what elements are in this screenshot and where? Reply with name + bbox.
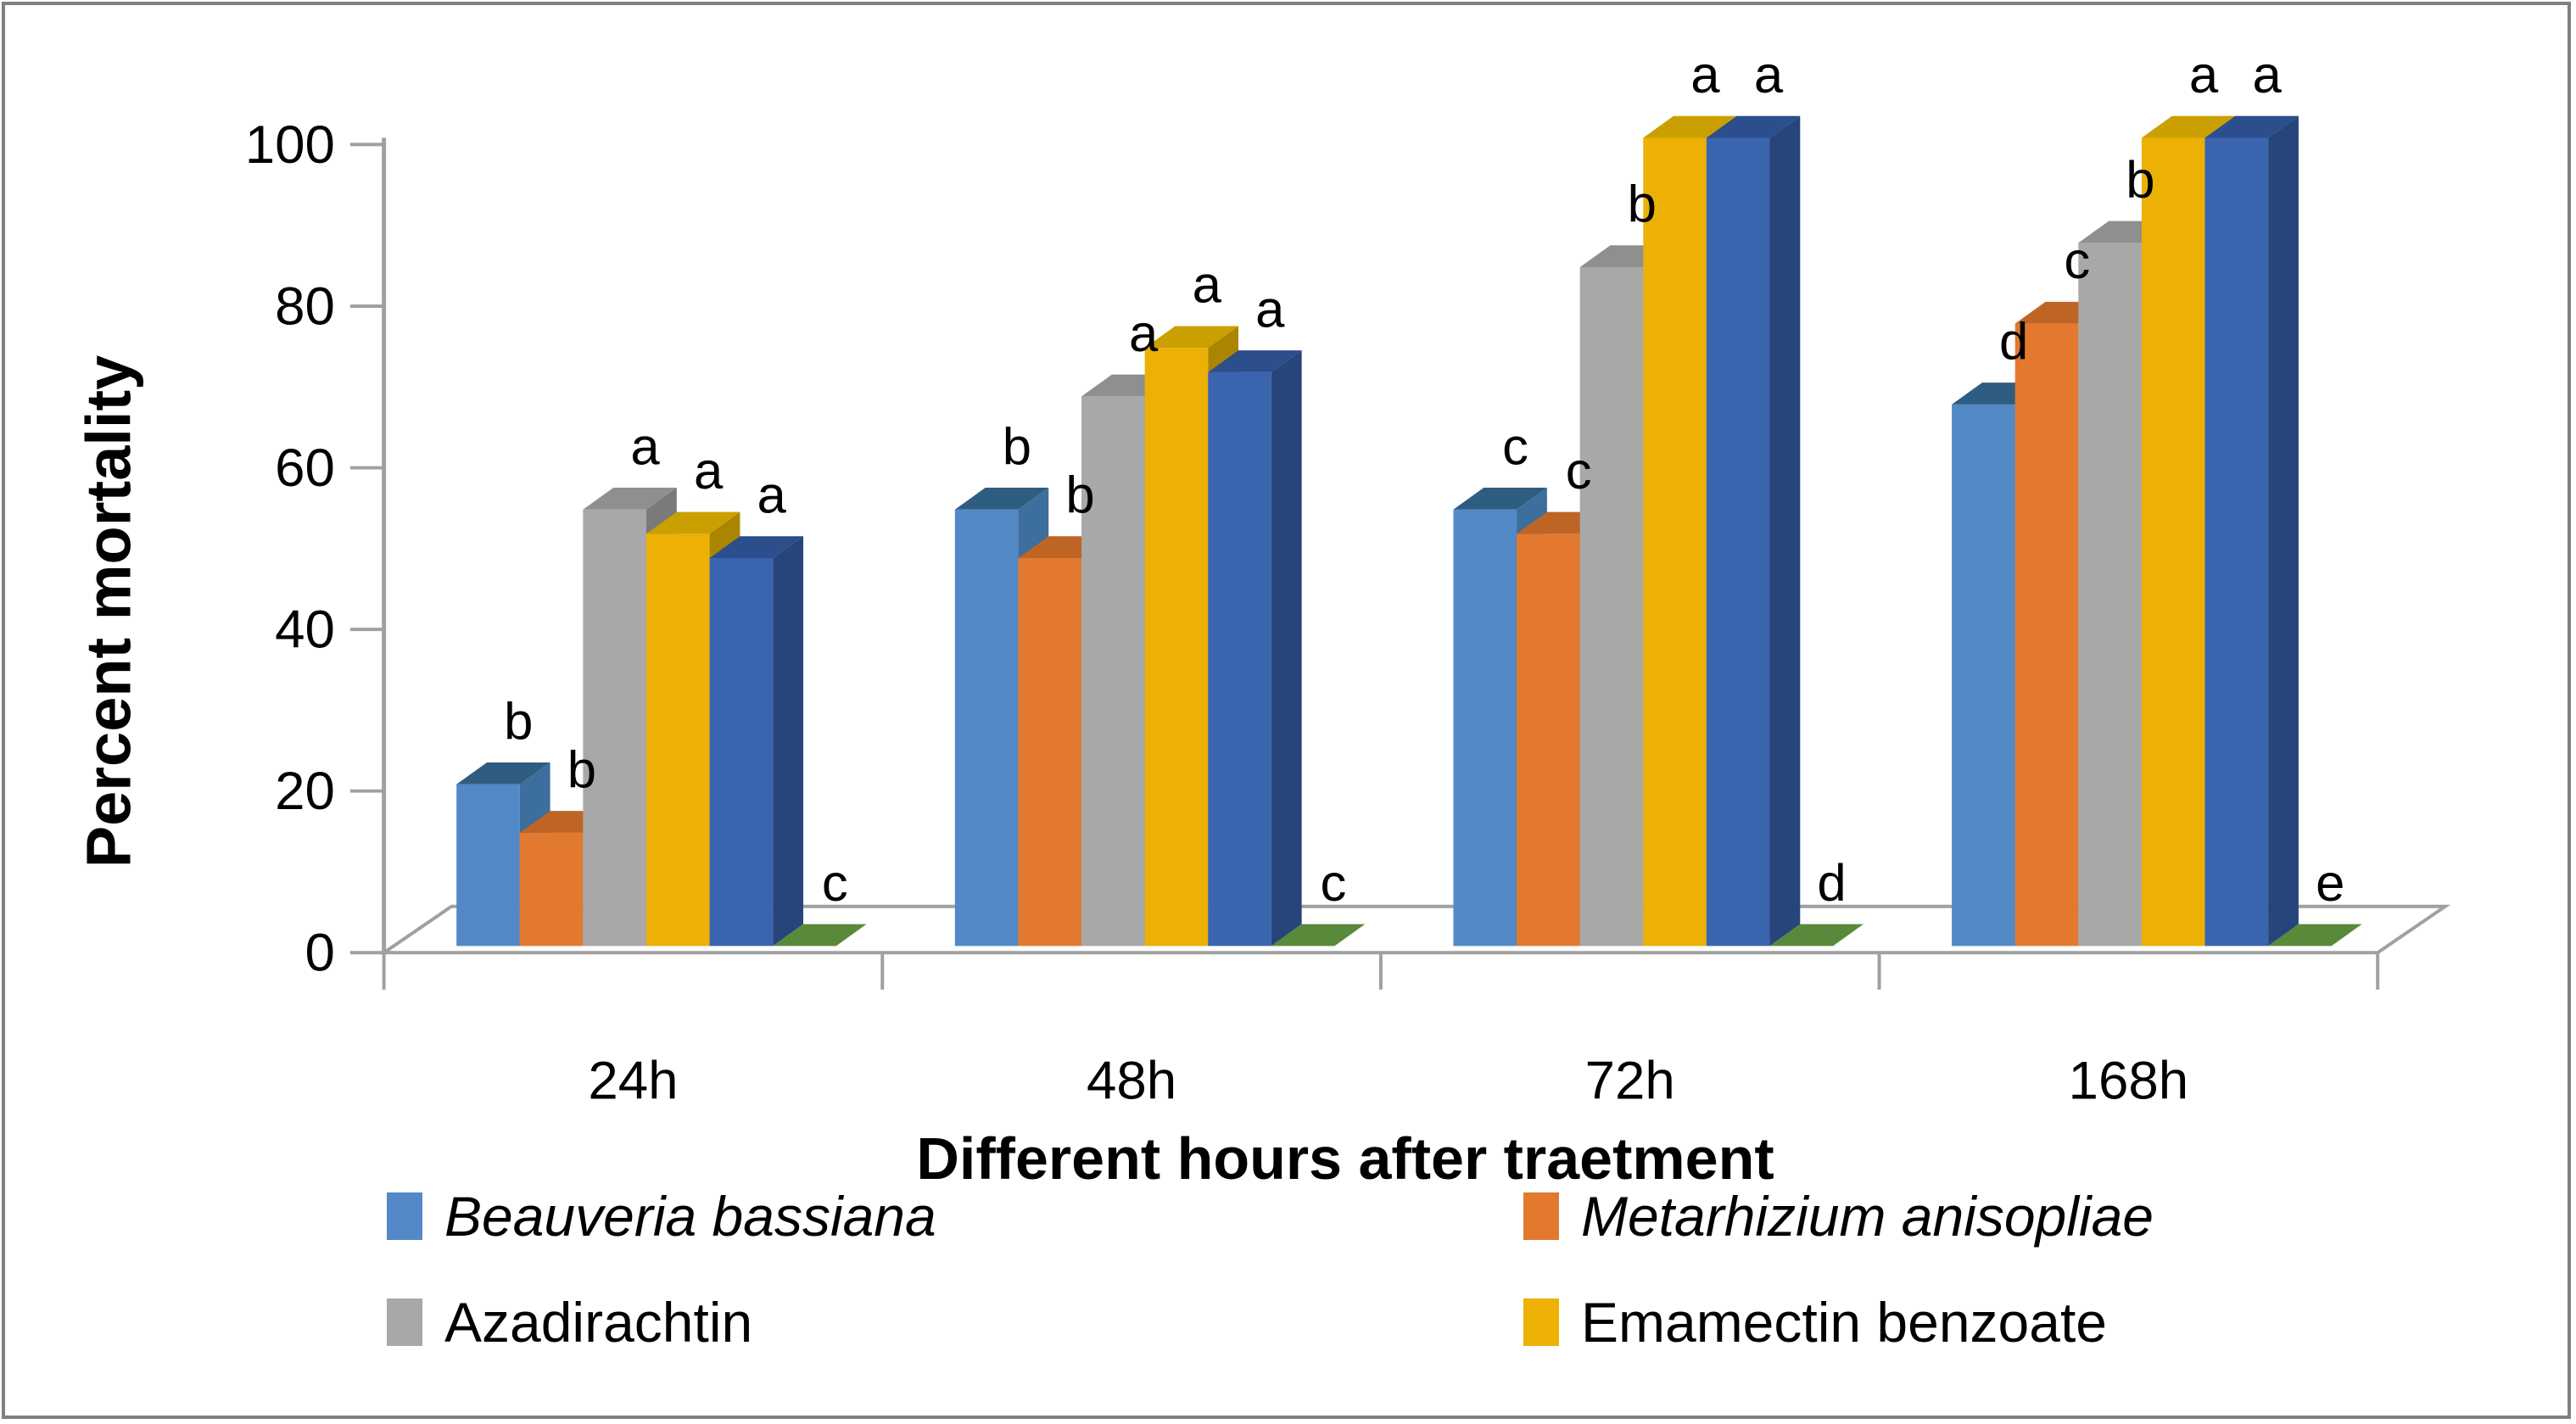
svg-text:a: a: [1193, 256, 1222, 315]
svg-text:c: c: [1321, 854, 1347, 913]
legend-item-emamectin-benzoate: Emamectin benzoate: [1523, 1291, 2108, 1354]
legend-swatch-metarhizium-anisopliae: [1523, 1192, 1559, 1240]
svg-text:a: a: [2252, 46, 2282, 104]
svg-text:d: d: [1817, 854, 1846, 913]
svg-text:c: c: [1502, 417, 1528, 476]
svg-text:c: c: [822, 854, 848, 913]
legend-label: Metarhizium anisopliae: [1581, 1185, 2154, 1248]
svg-text:a: a: [1690, 46, 1720, 104]
svg-text:b: b: [1628, 176, 1657, 234]
svg-text:b: b: [2126, 151, 2154, 209]
svg-text:60: 60: [275, 438, 335, 498]
svg-text:b: b: [504, 692, 533, 751]
svg-text:a: a: [694, 442, 724, 500]
svg-text:c: c: [1566, 442, 1592, 500]
svg-text:c: c: [2064, 232, 2090, 290]
svg-text:0: 0: [305, 923, 335, 983]
y-axis-title: Percent mortality: [73, 355, 144, 868]
svg-text:a: a: [757, 466, 787, 525]
svg-text:a: a: [1754, 46, 1784, 104]
svg-text:72h: 72h: [1585, 1051, 1675, 1111]
legend-item-metarhizium-anisopliae: Metarhizium anisopliae: [1523, 1185, 2154, 1248]
legend-swatch-azadirachtin: [387, 1298, 422, 1346]
svg-text:20: 20: [275, 761, 335, 821]
svg-text:100: 100: [245, 114, 335, 175]
svg-text:b: b: [567, 741, 596, 800]
svg-text:b: b: [1065, 466, 1094, 525]
legend-swatch-emamectin-benzoate: [1523, 1298, 1559, 1346]
svg-text:b: b: [1003, 417, 1031, 476]
legend-label: Beauveria bassiana: [444, 1185, 936, 1248]
svg-text:d: d: [1999, 313, 2028, 371]
legend-swatch-beauveria-bassiana: [387, 1192, 422, 1240]
svg-text:24h: 24h: [588, 1051, 678, 1111]
svg-text:40: 40: [275, 600, 335, 660]
x-axis-title: Different hours after traetment: [916, 1125, 1774, 1192]
legend-item-beauveria-bassiana: Beauveria bassiana: [387, 1185, 936, 1248]
legend-item-azadirachtin: Azadirachtin: [387, 1291, 753, 1354]
svg-text:80: 80: [275, 276, 335, 337]
legend-label: Azadirachtin: [444, 1291, 753, 1354]
svg-text:168h: 168h: [2069, 1051, 2189, 1111]
svg-text:e: e: [2316, 854, 2344, 913]
svg-text:48h: 48h: [1087, 1051, 1176, 1111]
svg-text:a: a: [1129, 304, 1159, 363]
legend-label: Emamectin benzoate: [1581, 1291, 2108, 1354]
svg-text:a: a: [630, 417, 660, 476]
svg-text:a: a: [2189, 46, 2219, 104]
svg-text:a: a: [1255, 280, 1285, 338]
